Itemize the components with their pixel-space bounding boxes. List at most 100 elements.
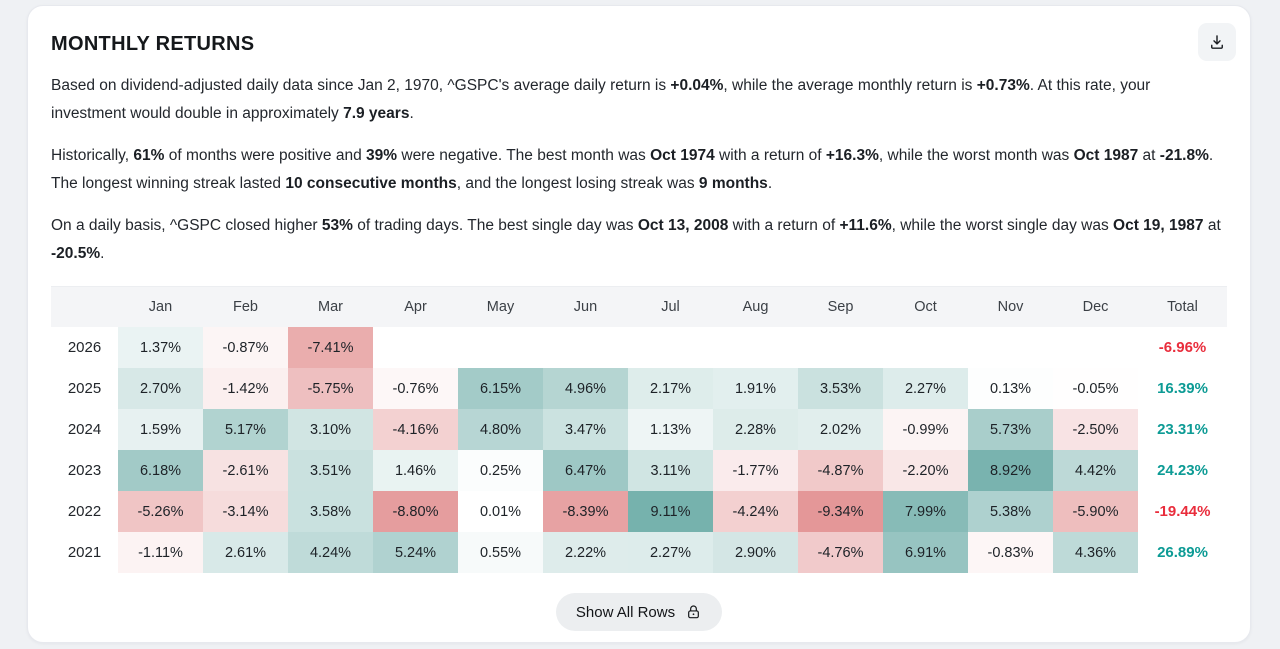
month-column-header: Nov — [997, 299, 1024, 315]
return-cell: -2.61% — [203, 450, 288, 491]
table-row: 2021 -1.11% 2.61% 4.24% 5.24% 0.55% 2.22% 2.27%… — [51, 532, 1227, 573]
month-column-header: Dec — [1082, 299, 1109, 315]
return-cell: -2.20% — [883, 450, 968, 491]
table-row: 2026 1.37% -0.87% -7.41% -6.96% — [51, 327, 1227, 368]
download-button[interactable] — [1198, 23, 1236, 61]
table-row: 2023 6.18% -2.61% 3.51% 1.46% 0.25% 6.47% 3.11%… — [51, 450, 1227, 491]
return-cell: 1.13% — [628, 409, 713, 450]
return-cell — [883, 327, 968, 368]
return-cell — [543, 327, 628, 368]
month-column-header: May — [486, 299, 515, 315]
return-cell: 0.25% — [458, 450, 543, 491]
year-label: 2021 — [67, 544, 102, 561]
return-cell: -1.42% — [203, 368, 288, 409]
summary-paragraph: Based on dividend-adjusted daily data si… — [51, 77, 1151, 122]
return-cell: 4.96% — [543, 368, 628, 409]
return-cell: -5.90% — [1053, 491, 1138, 532]
return-cell — [798, 327, 883, 368]
return-cell: 2.17% — [628, 368, 713, 409]
return-cell: -4.87% — [798, 450, 883, 491]
return-cell: 4.24% — [288, 532, 373, 573]
return-cell: 2.70% — [118, 368, 203, 409]
return-cell: 2.27% — [628, 532, 713, 573]
return-cell: -1.11% — [118, 532, 203, 573]
return-cell — [373, 327, 458, 368]
return-cell: 4.36% — [1053, 532, 1138, 573]
return-cell: -1.77% — [713, 450, 798, 491]
return-cell: 0.55% — [458, 532, 543, 573]
month-column-header: Sep — [827, 299, 854, 315]
year-label: 2022 — [67, 503, 102, 520]
table-header-row: Jan Feb Mar Apr May Jun Jul Aug Sep Oct Nov Dec Tota… — [51, 287, 1227, 327]
summary-paragraphs: Based on dividend-adjusted daily data si… — [51, 72, 1227, 268]
show-all-rows-label: Show All Rows — [575, 603, 676, 621]
total-cell: 26.89% — [1157, 544, 1208, 561]
month-column-header: Jul — [661, 299, 680, 315]
month-column-header: Mar — [318, 299, 343, 315]
return-cell: 4.80% — [458, 409, 543, 450]
return-cell: 5.17% — [203, 409, 288, 450]
return-cell — [713, 327, 798, 368]
return-cell: -5.75% — [288, 368, 373, 409]
return-cell: 0.13% — [968, 368, 1053, 409]
table-body: 2026 1.37% -0.87% -7.41% -6.96% 2025 2.70% -1.4… — [51, 327, 1227, 573]
return-cell: 2.02% — [798, 409, 883, 450]
month-column-header: Jun — [573, 299, 598, 315]
monthly-returns-card: MONTHLY RETURNS Based on dividend-adjust… — [27, 5, 1251, 643]
return-cell: 5.38% — [968, 491, 1053, 532]
return-cell: 6.15% — [458, 368, 543, 409]
return-cell: 7.99% — [883, 491, 968, 532]
return-cell: 2.90% — [713, 532, 798, 573]
download-icon — [1211, 35, 1223, 49]
return-cell: 3.10% — [288, 409, 373, 450]
return-cell: -7.41% — [288, 327, 373, 368]
return-cell — [458, 327, 543, 368]
return-cell: -4.76% — [798, 532, 883, 573]
total-column-header: Total — [1167, 299, 1198, 315]
total-cell: 24.23% — [1157, 462, 1208, 479]
total-cell: 23.31% — [1157, 421, 1208, 438]
return-cell: -8.80% — [373, 491, 458, 532]
total-cell: -19.44% — [1154, 503, 1211, 520]
return-cell: 5.24% — [373, 532, 458, 573]
return-cell: -0.99% — [883, 409, 968, 450]
return-cell: -9.34% — [798, 491, 883, 532]
month-column-header: Jan — [148, 299, 173, 315]
return-cell: 8.92% — [968, 450, 1053, 491]
show-all-rows-button[interactable]: Show All Rows — [555, 593, 723, 631]
year-label: 2025 — [67, 380, 102, 397]
return-cell: 1.37% — [118, 327, 203, 368]
return-cell: 6.47% — [543, 450, 628, 491]
return-cell — [628, 327, 713, 368]
return-cell: -0.76% — [373, 368, 458, 409]
table-row: 2025 2.70% -1.42% -5.75% -0.76% 6.15% 4.96% 2.1… — [51, 368, 1227, 409]
return-cell: 2.28% — [713, 409, 798, 450]
page-title: MONTHLY RETURNS — [51, 33, 255, 55]
lock-icon — [688, 605, 700, 619]
card-header: MONTHLY RETURNS — [51, 23, 1236, 61]
return-cell: 1.46% — [373, 450, 458, 491]
return-cell — [1053, 327, 1138, 368]
return-cell: -0.05% — [1053, 368, 1138, 409]
return-cell: -4.24% — [713, 491, 798, 532]
return-cell: 3.51% — [288, 450, 373, 491]
return-cell: 2.27% — [883, 368, 968, 409]
table-footer: Show All Rows — [51, 593, 1227, 631]
total-cell: -6.96% — [1158, 339, 1207, 356]
return-cell: 3.47% — [543, 409, 628, 450]
return-cell: 2.22% — [543, 532, 628, 573]
return-cell: 1.91% — [713, 368, 798, 409]
return-cell: 3.58% — [288, 491, 373, 532]
table-row: 2024 1.59% 5.17% 3.10% -4.16% 4.80% 3.47% 1.13%… — [51, 409, 1227, 450]
year-label: 2026 — [67, 339, 102, 356]
year-label: 2023 — [67, 462, 102, 479]
return-cell: -4.16% — [373, 409, 458, 450]
table-row: 2022 -5.26% -3.14% 3.58% -8.80% 0.01% -8.39% 9.… — [51, 491, 1227, 532]
summary-paragraph: On a daily basis, ^GSPC closed higher 53… — [51, 217, 1221, 262]
return-cell: -0.87% — [203, 327, 288, 368]
return-cell: 6.18% — [118, 450, 203, 491]
return-cell: 1.59% — [118, 409, 203, 450]
return-cell: -3.14% — [203, 491, 288, 532]
return-cell: 6.91% — [883, 532, 968, 573]
monthly-returns-table: Jan Feb Mar Apr May Jun Jul Aug Sep Oct Nov Dec Tota… — [51, 286, 1227, 573]
